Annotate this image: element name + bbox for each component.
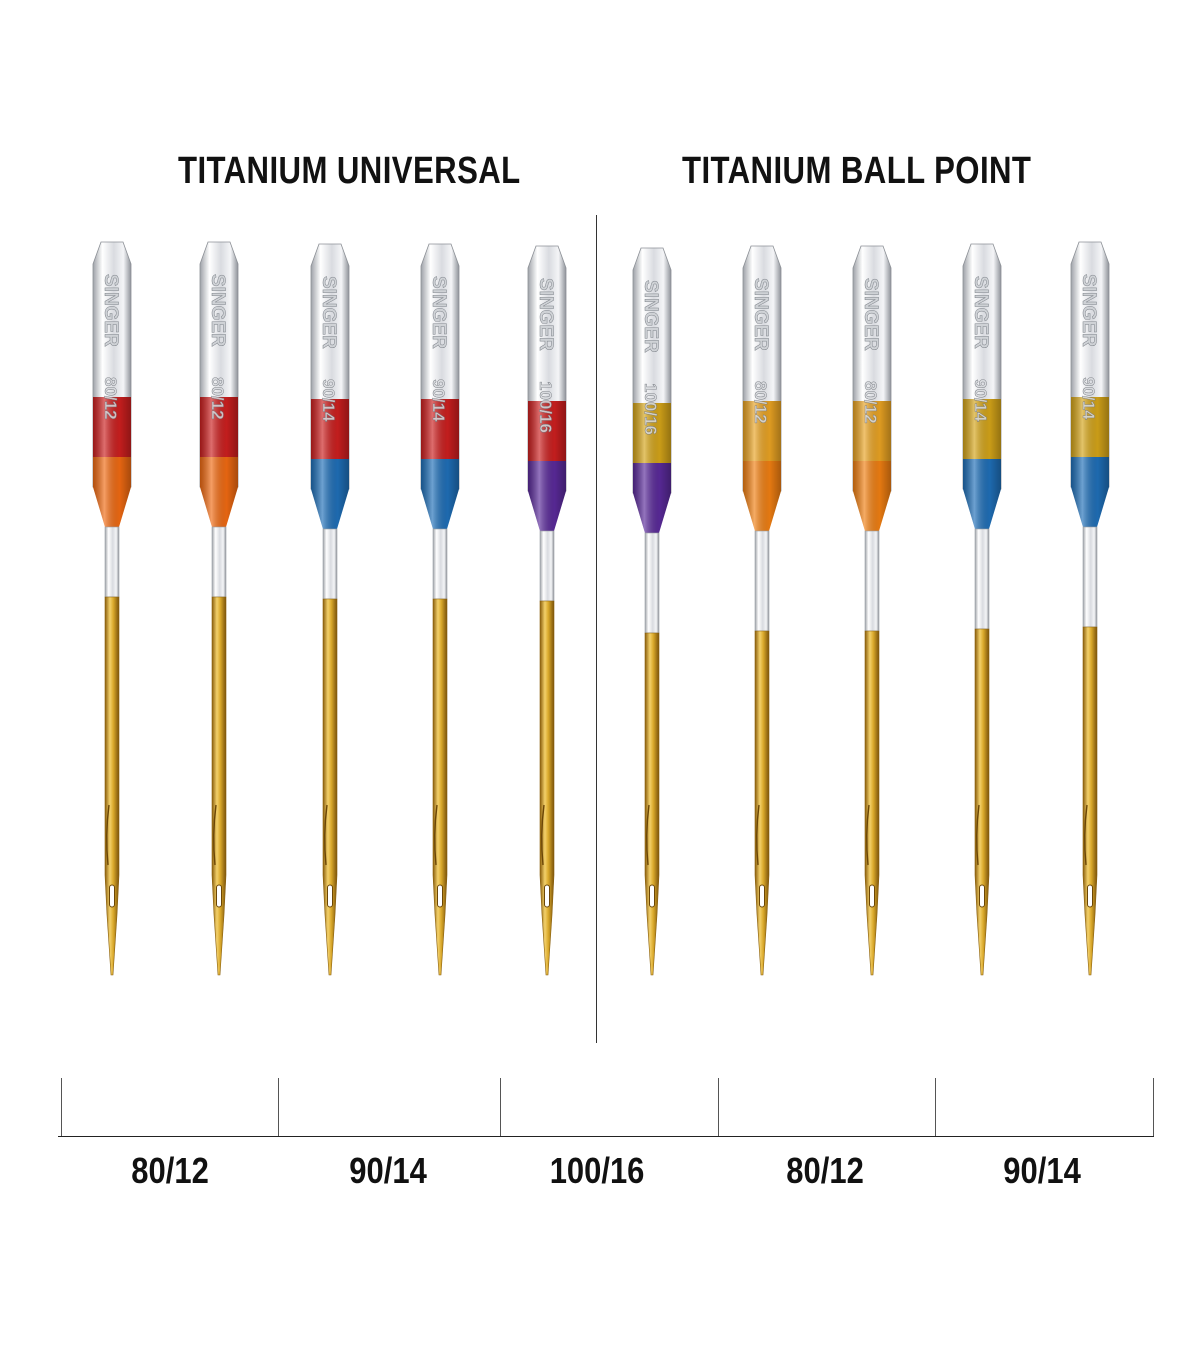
needle-scarf bbox=[541, 804, 545, 866]
scale-tick bbox=[278, 1078, 279, 1136]
needle-scarf bbox=[756, 804, 760, 866]
needle-eye bbox=[216, 884, 222, 908]
needle-brand-text: SINGER bbox=[428, 276, 449, 349]
needle-blade-gold bbox=[644, 632, 660, 976]
needle-scarf bbox=[434, 804, 438, 866]
needle-scarf bbox=[213, 804, 217, 866]
needle-brand-text: SINGER bbox=[860, 278, 881, 351]
needle-blade-silver bbox=[754, 530, 770, 632]
needle-scarf bbox=[866, 804, 870, 866]
scale-tick bbox=[500, 1078, 501, 1136]
needle-eye bbox=[327, 884, 333, 908]
needle-8: SINGER 80/12 bbox=[852, 245, 892, 976]
scale-tick bbox=[61, 1078, 62, 1136]
needle-brand-text: SINGER bbox=[1078, 274, 1099, 347]
needle-size-engraving: 90/14 bbox=[429, 379, 448, 422]
needle-illustration: SINGER 80/12 SINGER 80/12 SINGER 90/14 SINGER 9… bbox=[92, 241, 1110, 976]
needle-6: SINGER 100/16 bbox=[632, 247, 672, 976]
needle-1: SINGER 80/12 bbox=[92, 241, 132, 976]
needle-4: SINGER 90/14 bbox=[420, 243, 460, 976]
needle-eye bbox=[979, 884, 985, 908]
needle-blade-gold bbox=[104, 596, 120, 976]
needle-5: SINGER 100/16 bbox=[527, 245, 567, 976]
needle-scarf bbox=[324, 804, 328, 866]
needle-blade-gold bbox=[322, 598, 338, 976]
scale-tick bbox=[718, 1078, 719, 1136]
needle-size-engraving: 90/14 bbox=[971, 379, 990, 422]
needle-blade-silver bbox=[1082, 526, 1098, 628]
needle-eye bbox=[437, 884, 443, 908]
needle-blade-silver bbox=[539, 530, 555, 602]
needle-scarf bbox=[646, 804, 650, 866]
needle-brand-text: SINGER bbox=[970, 276, 991, 349]
needle-brand-text: SINGER bbox=[750, 278, 771, 351]
needle-size-engraving: 80/12 bbox=[101, 377, 120, 420]
needle-7: SINGER 80/12 bbox=[742, 245, 782, 976]
needle-blade-silver bbox=[864, 530, 880, 632]
size-label-80-12-ballpoint: 80/12 bbox=[786, 1150, 864, 1191]
needle-size-engraving: 80/12 bbox=[751, 381, 770, 424]
needle-blade-gold bbox=[864, 630, 880, 976]
needle-eye bbox=[649, 884, 655, 908]
needle-eye bbox=[109, 884, 115, 908]
needle-blade-gold bbox=[539, 600, 555, 976]
needle-size-engraving: 100/16 bbox=[641, 383, 660, 435]
needle-eye bbox=[544, 884, 550, 908]
scale-tick bbox=[1153, 1078, 1154, 1136]
needle-3: SINGER 90/14 bbox=[310, 243, 350, 976]
needle-blade-gold bbox=[1082, 626, 1098, 976]
needle-blade-silver bbox=[104, 526, 120, 598]
needle-brand-text: SINGER bbox=[640, 280, 661, 353]
needle-scarf bbox=[1084, 804, 1088, 866]
needle-eye bbox=[1087, 884, 1093, 908]
needle-9: SINGER 90/14 bbox=[962, 243, 1002, 976]
needle-scarf bbox=[106, 804, 110, 866]
needle-eye bbox=[869, 884, 875, 908]
needle-blade-gold bbox=[211, 596, 227, 976]
needle-brand-text: SINGER bbox=[318, 276, 339, 349]
size-scale-baseline bbox=[58, 1136, 1154, 1137]
needle-blade-gold bbox=[432, 598, 448, 976]
needle-size-engraving: 90/14 bbox=[1079, 377, 1098, 420]
scale-tick bbox=[935, 1078, 936, 1136]
title-ball-point: TITANIUM BALL POINT bbox=[682, 150, 1032, 192]
needle-brand-text: SINGER bbox=[207, 274, 228, 347]
needle-blade-silver bbox=[644, 532, 660, 634]
needle-blade-gold bbox=[974, 628, 990, 976]
size-label-100-16: 100/16 bbox=[549, 1150, 645, 1191]
title-universal: TITANIUM UNIVERSAL bbox=[178, 150, 521, 192]
size-label-80-12: 80/12 bbox=[131, 1150, 209, 1191]
needle-blade-silver bbox=[432, 528, 448, 600]
needle-eye bbox=[759, 884, 765, 908]
group-divider bbox=[596, 215, 597, 1043]
needle-brand-text: SINGER bbox=[535, 278, 556, 351]
needle-brand-text: SINGER bbox=[100, 274, 121, 347]
needle-size-engraving: 80/12 bbox=[861, 381, 880, 424]
needle-blade-silver bbox=[211, 526, 227, 598]
needle-blade-gold bbox=[754, 630, 770, 976]
needle-size-engraving: 90/14 bbox=[319, 379, 338, 422]
needle-scarf bbox=[976, 804, 980, 866]
needle-size-engraving: 100/16 bbox=[536, 381, 555, 433]
needle-size-engraving: 80/12 bbox=[208, 377, 227, 420]
needle-2: SINGER 80/12 bbox=[199, 241, 239, 976]
size-label-90-14: 90/14 bbox=[349, 1150, 427, 1191]
needle-blade-silver bbox=[322, 528, 338, 600]
size-label-90-14-ballpoint: 90/14 bbox=[1003, 1150, 1081, 1191]
needle-blade-silver bbox=[974, 528, 990, 630]
needle-10: SINGER 90/14 bbox=[1070, 241, 1110, 976]
